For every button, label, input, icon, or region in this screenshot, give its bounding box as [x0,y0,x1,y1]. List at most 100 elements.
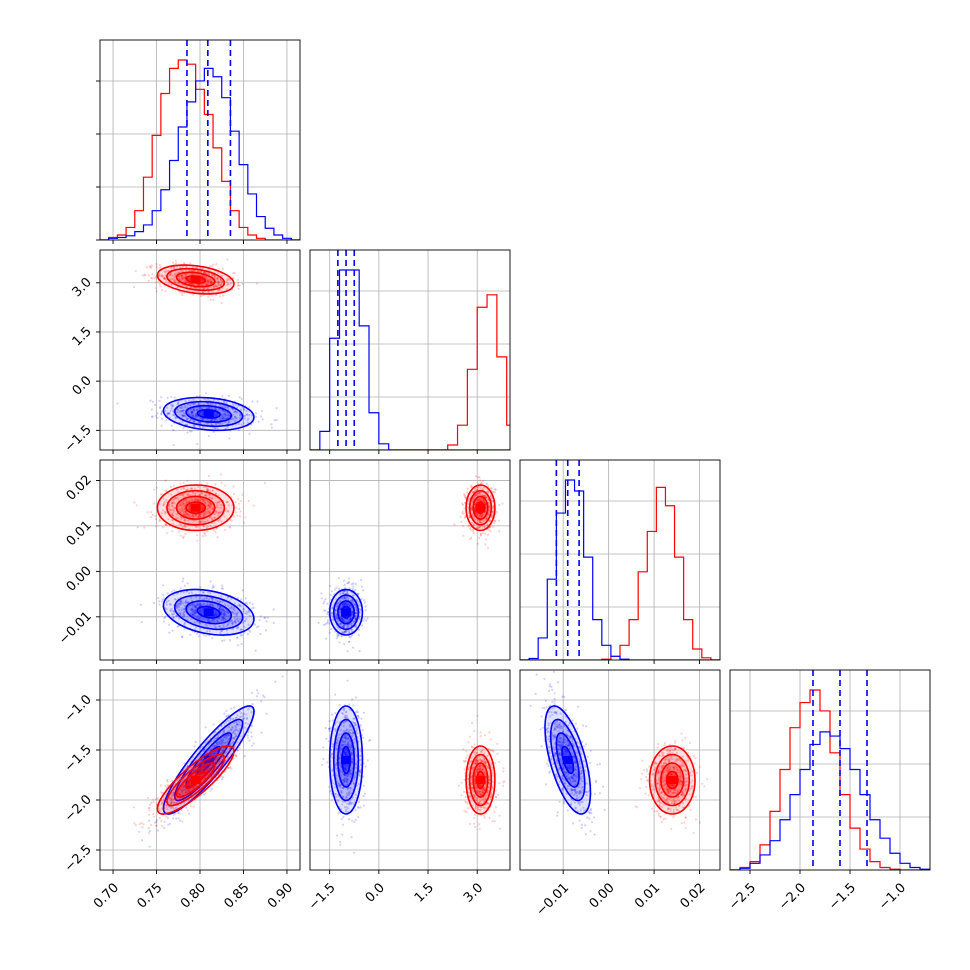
sample-point [214,731,217,734]
sample-point [486,514,489,517]
sample-point [213,522,216,525]
sample-point [226,258,229,261]
sample-point [182,486,185,489]
sample-point [173,506,176,509]
sample-point [234,621,237,625]
sample-point [191,411,194,414]
sample-point [206,402,209,405]
sample-point [223,712,226,715]
sample-point [186,582,189,585]
sample-point [231,623,234,626]
sample-point [224,405,227,408]
sample-point [198,284,201,287]
sample-point [222,416,225,419]
sample-point [231,725,234,729]
sample-point [199,406,202,409]
sample-point [468,527,472,530]
sample-point [178,277,181,280]
sample-point [216,283,219,286]
sample-point [182,503,185,506]
sample-point [180,277,184,280]
sample-point [227,742,230,745]
sample-point [190,487,193,490]
sample-point [339,600,342,603]
sample-point [343,630,346,633]
sample-point [189,269,192,272]
sample-point [335,605,338,609]
sample-point [195,499,198,502]
sample-point [173,280,176,283]
sample-point [213,426,216,430]
sample-point [182,615,185,618]
sample-point [178,603,181,606]
sample-point [166,780,169,783]
sample-point [232,608,235,611]
sample-point [189,404,192,407]
sample-point [476,542,479,545]
sample-point [198,621,202,624]
sample-point [162,277,165,281]
sample-point [180,635,183,638]
sample-point [236,514,239,517]
sample-point [169,409,172,412]
sample-point [477,476,480,479]
sample-point [159,274,162,277]
sample-point [358,608,362,611]
sample-point [211,586,214,589]
sample-point [227,394,230,398]
sample-point [154,821,157,824]
sample-point [229,728,232,731]
sample-point [184,499,187,502]
sample-point [337,602,340,605]
sample-point [201,283,204,286]
sample-point [232,621,235,624]
sample-point [207,280,210,283]
sample-point [158,283,161,286]
sample-point [172,266,175,269]
sample-point [485,515,489,518]
sample-point [203,271,206,274]
sample-point [178,406,182,410]
sample-point [226,411,229,415]
sample-point [214,613,217,616]
sample-point [201,498,204,501]
sample-point [169,603,172,606]
sample-point [172,609,175,613]
sample-point [219,600,222,604]
sample-point [326,621,329,624]
sample-point [206,518,209,522]
sample-point [350,622,353,625]
sample-point [222,626,225,629]
sample-point [237,404,240,407]
sample-point [491,513,494,516]
sample-point [222,413,225,416]
sample-point [150,511,153,514]
sample-point [200,509,203,512]
sample-point [188,269,191,272]
sample-point [478,526,481,529]
sample-point [354,618,357,621]
sample-point [193,611,196,615]
sample-point [213,418,216,421]
sample-point [194,287,197,290]
sample-point [217,280,220,283]
sample-point [240,712,243,715]
sample-point [141,839,144,842]
sample-point [212,430,215,434]
sample-point [475,486,478,489]
sample-point [215,285,218,288]
sample-point [183,524,186,528]
sample-point [349,616,352,620]
sample-point [469,528,473,532]
sample-point [204,623,207,626]
sample-point [485,517,488,521]
sample-point [173,266,176,270]
sample-point [195,596,198,599]
sample-point [223,400,226,404]
sample-point [182,535,185,538]
sample-point [339,593,342,596]
sample-point [193,419,196,423]
sample-point [207,280,210,283]
sample-point [251,702,254,706]
sample-point [211,287,214,290]
